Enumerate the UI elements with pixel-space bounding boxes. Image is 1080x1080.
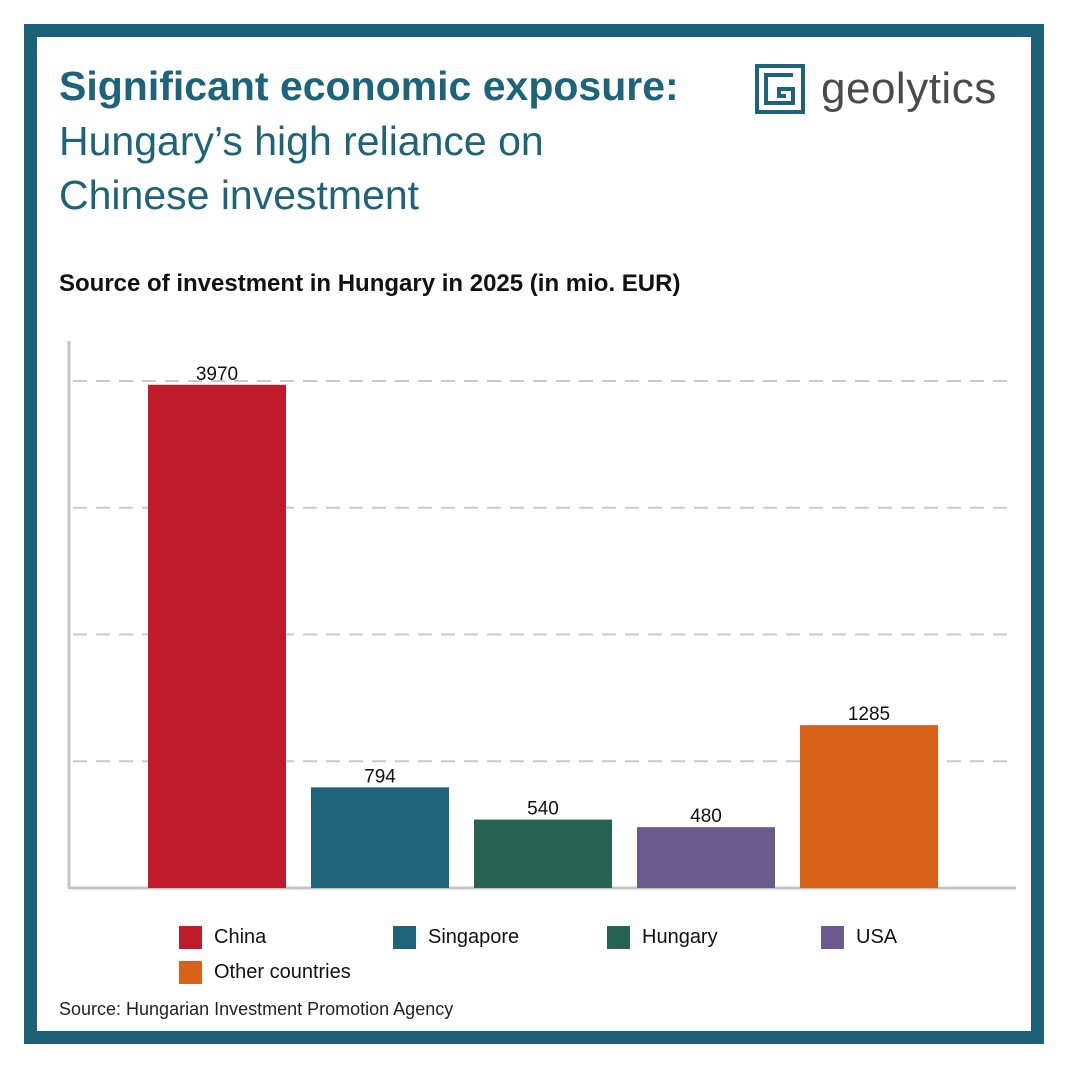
legend-swatch (179, 960, 202, 984)
legend-swatch (179, 925, 202, 949)
legend-label: Singapore (428, 925, 520, 948)
legend-swatch (821, 925, 844, 949)
data-label-china: 3970 (196, 364, 238, 385)
legend-swatch (393, 925, 416, 949)
legend-label: USA (856, 925, 898, 948)
data-label-other-countries: 1285 (848, 704, 890, 725)
headline: Significant economic exposure: (59, 63, 679, 109)
legend-item-hungary: Hungary (607, 922, 718, 952)
legend-item-china: China (179, 922, 266, 952)
legend-label: Other countries (214, 960, 351, 983)
bar-china (148, 384, 286, 888)
bar-other-countries (800, 725, 938, 888)
legend-swatch (607, 925, 630, 949)
data-label-singapore: 794 (364, 766, 396, 787)
legend-item-other-countries: Other countries (179, 957, 351, 987)
legend-item-usa: USA (821, 922, 897, 952)
bar-hungary (474, 819, 612, 888)
bar-usa (637, 827, 775, 888)
bar-singapore (311, 787, 449, 888)
legend-label: Hungary (642, 925, 718, 948)
chart-legend: China Singapore Hungary USA Other countries (179, 922, 939, 994)
source-note: Source: Hungarian Investment Promotion A… (59, 999, 454, 1019)
geolytics-g-square-icon (755, 64, 805, 114)
legend-label: China (214, 925, 267, 948)
data-label-hungary: 540 (527, 799, 559, 820)
legend-item-singapore: Singapore (393, 922, 519, 952)
data-label-usa: 480 (690, 806, 722, 827)
brand-logo: geolytics (755, 63, 997, 115)
chart-title: Source of investment in Hungary in 2025 … (59, 270, 681, 297)
headline-sub: Hungary’s high reliance on Chinese inves… (59, 118, 544, 218)
brand-name: geolytics (821, 64, 997, 113)
